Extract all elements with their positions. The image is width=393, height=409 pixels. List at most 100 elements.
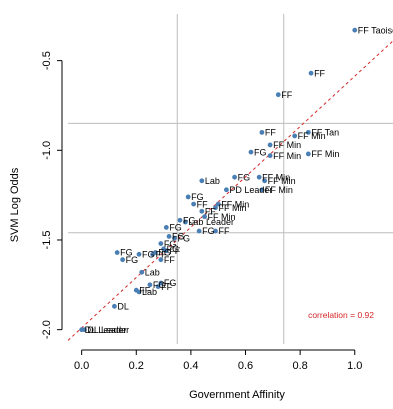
- data-point-label: FG: [172, 232, 185, 242]
- data-point: [136, 251, 142, 257]
- data-point: [196, 228, 202, 234]
- x-tick-label: 0.0: [74, 360, 89, 372]
- data-point: [292, 133, 298, 139]
- data-point: [185, 194, 191, 200]
- y-axis-ticks: -2.0 -1.5 -1.0 -0.5: [41, 51, 62, 339]
- data-point: [199, 178, 205, 184]
- y-tick-label: -0.5: [41, 51, 53, 70]
- data-point-label: FG: [169, 223, 182, 233]
- y-tick-label: -1.0: [41, 141, 53, 160]
- data-point-label: DL Leader: [87, 325, 129, 335]
- data-point: [262, 178, 268, 184]
- data-point-label: FF: [281, 90, 292, 100]
- data-point: [136, 289, 142, 295]
- y-tick-label: -2.0: [41, 320, 53, 339]
- data-point: [215, 201, 221, 207]
- y-tick-label: -1.5: [41, 230, 53, 249]
- data-point-label: FF: [205, 206, 216, 216]
- data-point: [191, 201, 197, 207]
- data-point-label: FG: [202, 226, 215, 236]
- data-point-label: FF: [218, 226, 229, 236]
- data-point: [139, 269, 145, 275]
- data-point-label: FG: [254, 147, 267, 157]
- data-point: [172, 235, 177, 241]
- data-point: [224, 187, 229, 193]
- data-point-label: Lab: [205, 176, 220, 186]
- data-point-label: FF Min: [298, 131, 326, 141]
- data-point-label: FG: [191, 192, 204, 202]
- points-layer: [79, 27, 358, 333]
- data-point-label: FF: [161, 282, 172, 292]
- data-point-label: FF Min: [273, 140, 301, 150]
- data-point-label: FG: [164, 278, 177, 288]
- data-point-label: FF: [164, 255, 175, 265]
- x-tick-label: 0.8: [292, 360, 307, 372]
- data-point-label: FF Taoiseach: [358, 25, 393, 35]
- data-point: [256, 174, 262, 180]
- data-point-label: FF Min: [262, 172, 290, 182]
- data-point-label: FG: [238, 172, 251, 182]
- data-point: [147, 282, 153, 288]
- data-point-label: Lab Leader: [188, 217, 234, 227]
- data-point: [305, 129, 311, 135]
- data-point: [112, 303, 117, 309]
- data-point: [308, 70, 314, 76]
- data-point-label: Lab: [145, 267, 160, 277]
- x-tick-label: 0.2: [129, 360, 144, 372]
- data-point-label: FF Min: [218, 203, 246, 213]
- data-point: [120, 257, 126, 263]
- x-tick-label: 1.0: [347, 360, 362, 372]
- data-point: [163, 248, 169, 254]
- data-point: [155, 284, 161, 290]
- data-point: [158, 280, 164, 286]
- data-point: [232, 174, 237, 180]
- data-point-label: FG: [142, 250, 155, 260]
- data-point-label: FF: [169, 246, 180, 256]
- data-point-label: FF: [314, 68, 325, 78]
- data-point-label: FF Min: [268, 176, 296, 186]
- fit-line: [67, 40, 393, 341]
- x-axis-title: Government Affinity: [189, 389, 285, 401]
- data-point-label: PD Leader: [229, 185, 272, 195]
- data-point: [259, 187, 265, 193]
- data-point-label: FF Min: [208, 212, 236, 222]
- data-point: [163, 225, 169, 230]
- data-point-label: FF Tan: [311, 128, 339, 138]
- x-axis-ticks: 0.0 0.2 0.4 0.6 0.8 1.0: [74, 350, 362, 372]
- data-point: [199, 208, 205, 214]
- data-point: [158, 257, 164, 263]
- data-point-label: FF: [139, 285, 150, 295]
- data-point-label: FF Min: [273, 151, 301, 161]
- data-point: [305, 151, 311, 157]
- data-point-label: FF Min: [221, 199, 249, 209]
- y-axis-title: SVM Log Odds: [9, 167, 21, 242]
- data-point-label: FG: [183, 215, 196, 225]
- data-point-label: DL: [117, 302, 129, 312]
- data-point-label: FG: [164, 239, 177, 249]
- data-point-label: FF: [156, 250, 167, 260]
- data-point: [150, 251, 156, 257]
- data-point: [81, 327, 87, 333]
- data-point-label: FF: [197, 199, 208, 209]
- data-point-label: FG: [167, 244, 180, 254]
- data-point: [202, 214, 207, 220]
- data-point-label: FG: [120, 248, 133, 258]
- data-point-label: FG: [178, 233, 191, 243]
- data-point: [267, 142, 273, 148]
- data-point: [183, 219, 188, 225]
- data-point: [166, 233, 172, 239]
- data-point-label: FG: [158, 248, 171, 258]
- correlation-annotation: correlation = 0.92: [308, 310, 374, 320]
- data-point: [275, 92, 281, 98]
- data-point: [177, 217, 183, 223]
- data-point-label: FF: [265, 128, 276, 138]
- data-point-label: FF Min: [311, 149, 339, 159]
- data-point-label: FG: [126, 255, 139, 265]
- reference-lines: [68, 14, 393, 344]
- data-point: [259, 129, 265, 135]
- data-point: [213, 228, 218, 234]
- data-point: [114, 250, 120, 255]
- data-point: [158, 241, 164, 246]
